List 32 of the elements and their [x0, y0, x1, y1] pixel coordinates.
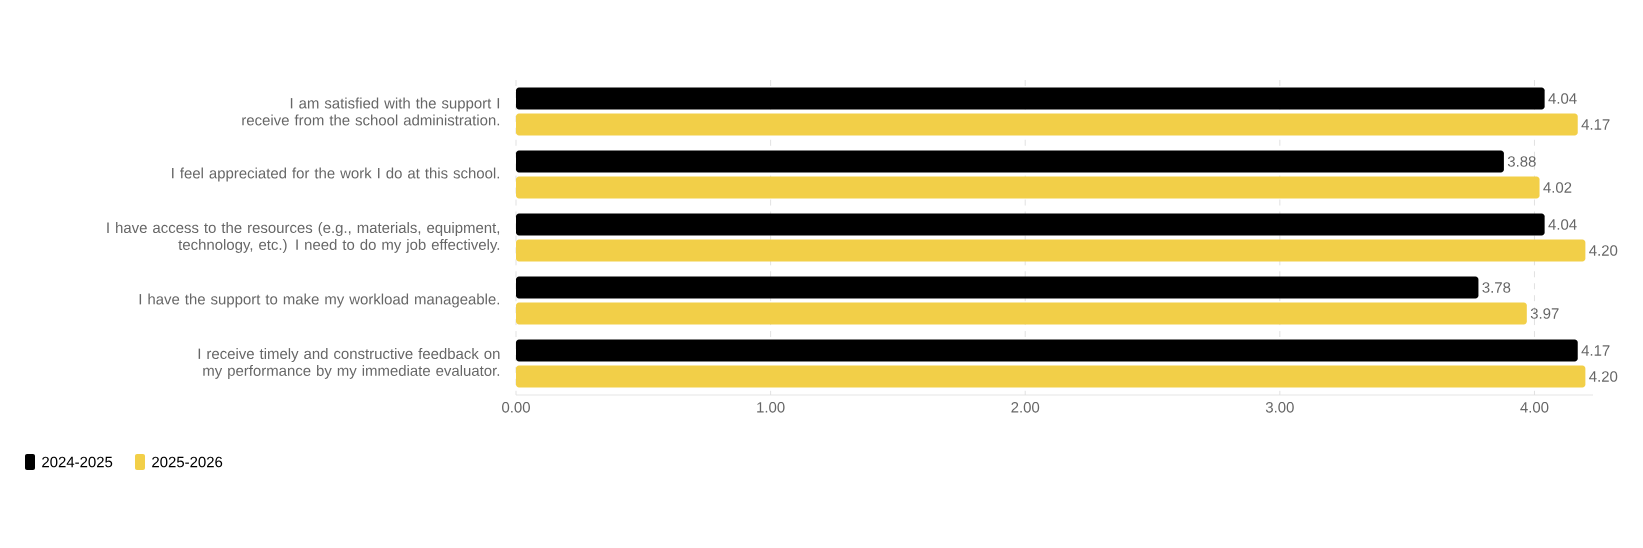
bar: [516, 150, 1504, 173]
y-tick-label: I feel appreciated for the work I do at this school.: [172, 167, 500, 182]
bar: [516, 302, 1527, 325]
bar: [516, 365, 1586, 388]
data-label: 4.02: [1543, 182, 1572, 193]
legend-label: 2025-2026: [152, 456, 223, 468]
data-label: 4.20: [1589, 371, 1618, 382]
x-tick-label: 2.00: [1011, 402, 1040, 413]
data-label: 3.97: [1530, 308, 1559, 319]
bar: [516, 87, 1545, 110]
bar: [516, 239, 1586, 262]
x-tick-label: 3.00: [1265, 402, 1294, 413]
y-tick-label: I am satisfied with the support I receive from the school administration.: [242, 97, 500, 126]
data-label: 4.17: [1581, 119, 1610, 130]
data-label: 4.04: [1548, 219, 1577, 230]
bar: [516, 339, 1578, 362]
bar: [516, 176, 1540, 199]
y-tick-label: I have access to the resources (e.g., materials, equipment, technology, etc.) I need to do my job effectively.: [107, 222, 500, 253]
x-tick-label: 0.00: [502, 402, 530, 413]
x-tick-label: 4.00: [1520, 402, 1549, 413]
x-tick-label: 1.00: [757, 402, 785, 413]
data-label: 4.04: [1548, 93, 1577, 104]
legend-label: 2024-2025: [42, 456, 113, 468]
bar: [516, 213, 1545, 236]
data-label: 3.88: [1507, 156, 1536, 167]
bar: [516, 113, 1578, 136]
data-label: 4.17: [1581, 345, 1610, 356]
data-label: 4.20: [1589, 245, 1618, 256]
y-tick-label: I have the support to make my workload manageable.: [139, 293, 500, 308]
data-label: 3.78: [1482, 282, 1511, 293]
y-tick-label: I receive timely and constructive feedback on my performance by my immediate evaluator.: [198, 348, 500, 379]
bar: [516, 276, 1479, 299]
